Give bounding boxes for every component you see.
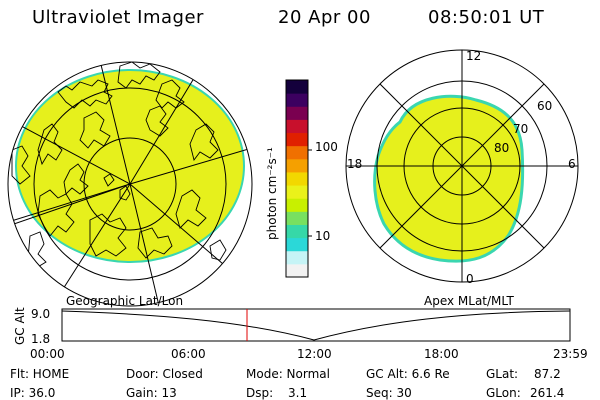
colorbar-segment — [286, 224, 308, 239]
colorbar — [285, 79, 312, 278]
geographic-caption: Geographic Lat/Lon — [66, 294, 183, 308]
x-tick-0000: 00:00 — [30, 347, 65, 361]
magnetic-grid — [345, 49, 579, 283]
geographic-map-panel — [7, 61, 253, 307]
x-tick-1800: 18:00 — [424, 347, 459, 361]
colorbar-segment — [286, 198, 308, 212]
colorbar-segment — [286, 211, 308, 225]
altitude-plot: GC Alt 9.0 1.8 00:00 06:00 12:00 18:00 2… — [13, 307, 588, 361]
x-tick-2359: 23:59 — [553, 347, 588, 361]
info-ip: IP: 36.0 — [10, 386, 55, 400]
info-glon-label: GLon: — [486, 386, 521, 400]
x-tick-0600: 06:00 — [171, 347, 206, 361]
mlat-label-60: 60 — [537, 99, 552, 113]
colorbar-segment — [286, 185, 308, 199]
colorbar-segment — [286, 119, 308, 134]
info-gain: Gain: 13 — [126, 386, 177, 400]
image-date: 20 Apr 00 — [278, 7, 371, 28]
gc-alt-axis-label: GC Alt — [13, 307, 27, 345]
colorbar-segment — [286, 237, 308, 252]
mlt-label-0: 0 — [466, 272, 474, 286]
altitude-trace — [61, 310, 571, 341]
magnetic-map-panel: 12 18 6 0 60 70 80 — [345, 49, 579, 286]
mlt-label-6: 6 — [568, 157, 576, 171]
image-title: Ultraviolet Imager — [32, 7, 204, 28]
info-glon-value: 261.4 — [530, 386, 564, 400]
latitude-circles — [33, 87, 227, 281]
colorbar-frame — [285, 79, 309, 278]
colorbar-segment — [286, 80, 308, 94]
colorbar-segment — [286, 106, 308, 120]
mlat-label-70: 70 — [513, 122, 528, 136]
image-time: 08:50:01 UT — [428, 7, 545, 28]
info-dsp-value: 3.1 — [288, 386, 307, 400]
mlt-label-18: 18 — [347, 157, 362, 171]
colorbar-segment — [286, 250, 308, 265]
info-gcalt: GC Alt: 6.6 Re — [366, 367, 450, 381]
x-tick-1200: 12:00 — [297, 347, 332, 361]
colorbar-segment — [286, 145, 308, 160]
info-flt: Flt: HOME — [10, 367, 69, 381]
colorbar-segment — [286, 171, 308, 186]
colorbar-tick-10: 10 — [315, 229, 330, 243]
colorbar-unit-label: photon cm⁻²s⁻¹ — [265, 147, 279, 240]
info-dsp-label: Dsp: — [246, 386, 273, 400]
altitude-plot-frame — [61, 308, 571, 342]
mlt-label-12: 12 — [466, 49, 481, 63]
colorbar-segment — [286, 93, 308, 107]
info-door: Door: Closed — [126, 367, 203, 381]
colorbar-segment — [286, 263, 308, 278]
y-tick-1-8: 1.8 — [31, 332, 50, 346]
geographic-outer-ring — [7, 61, 253, 307]
info-seq: Seq: 30 — [366, 386, 412, 400]
mlat-label-80: 80 — [494, 141, 509, 155]
instrument-info: Flt: HOME Door: Closed Mode: Normal GC A… — [10, 367, 564, 400]
info-mode: Mode: Normal — [246, 367, 330, 381]
colorbar-segment — [286, 132, 308, 147]
info-glat-label: GLat: — [486, 367, 518, 381]
info-glat-value: 87.2 — [534, 367, 561, 381]
y-tick-9: 9.0 — [31, 307, 50, 321]
colorbar-tick-100: 100 — [315, 140, 338, 154]
magnetic-caption: Apex MLat/MLT — [424, 294, 514, 308]
colorbar-segment — [286, 158, 308, 173]
aurora-image-geographic — [15, 69, 245, 263]
